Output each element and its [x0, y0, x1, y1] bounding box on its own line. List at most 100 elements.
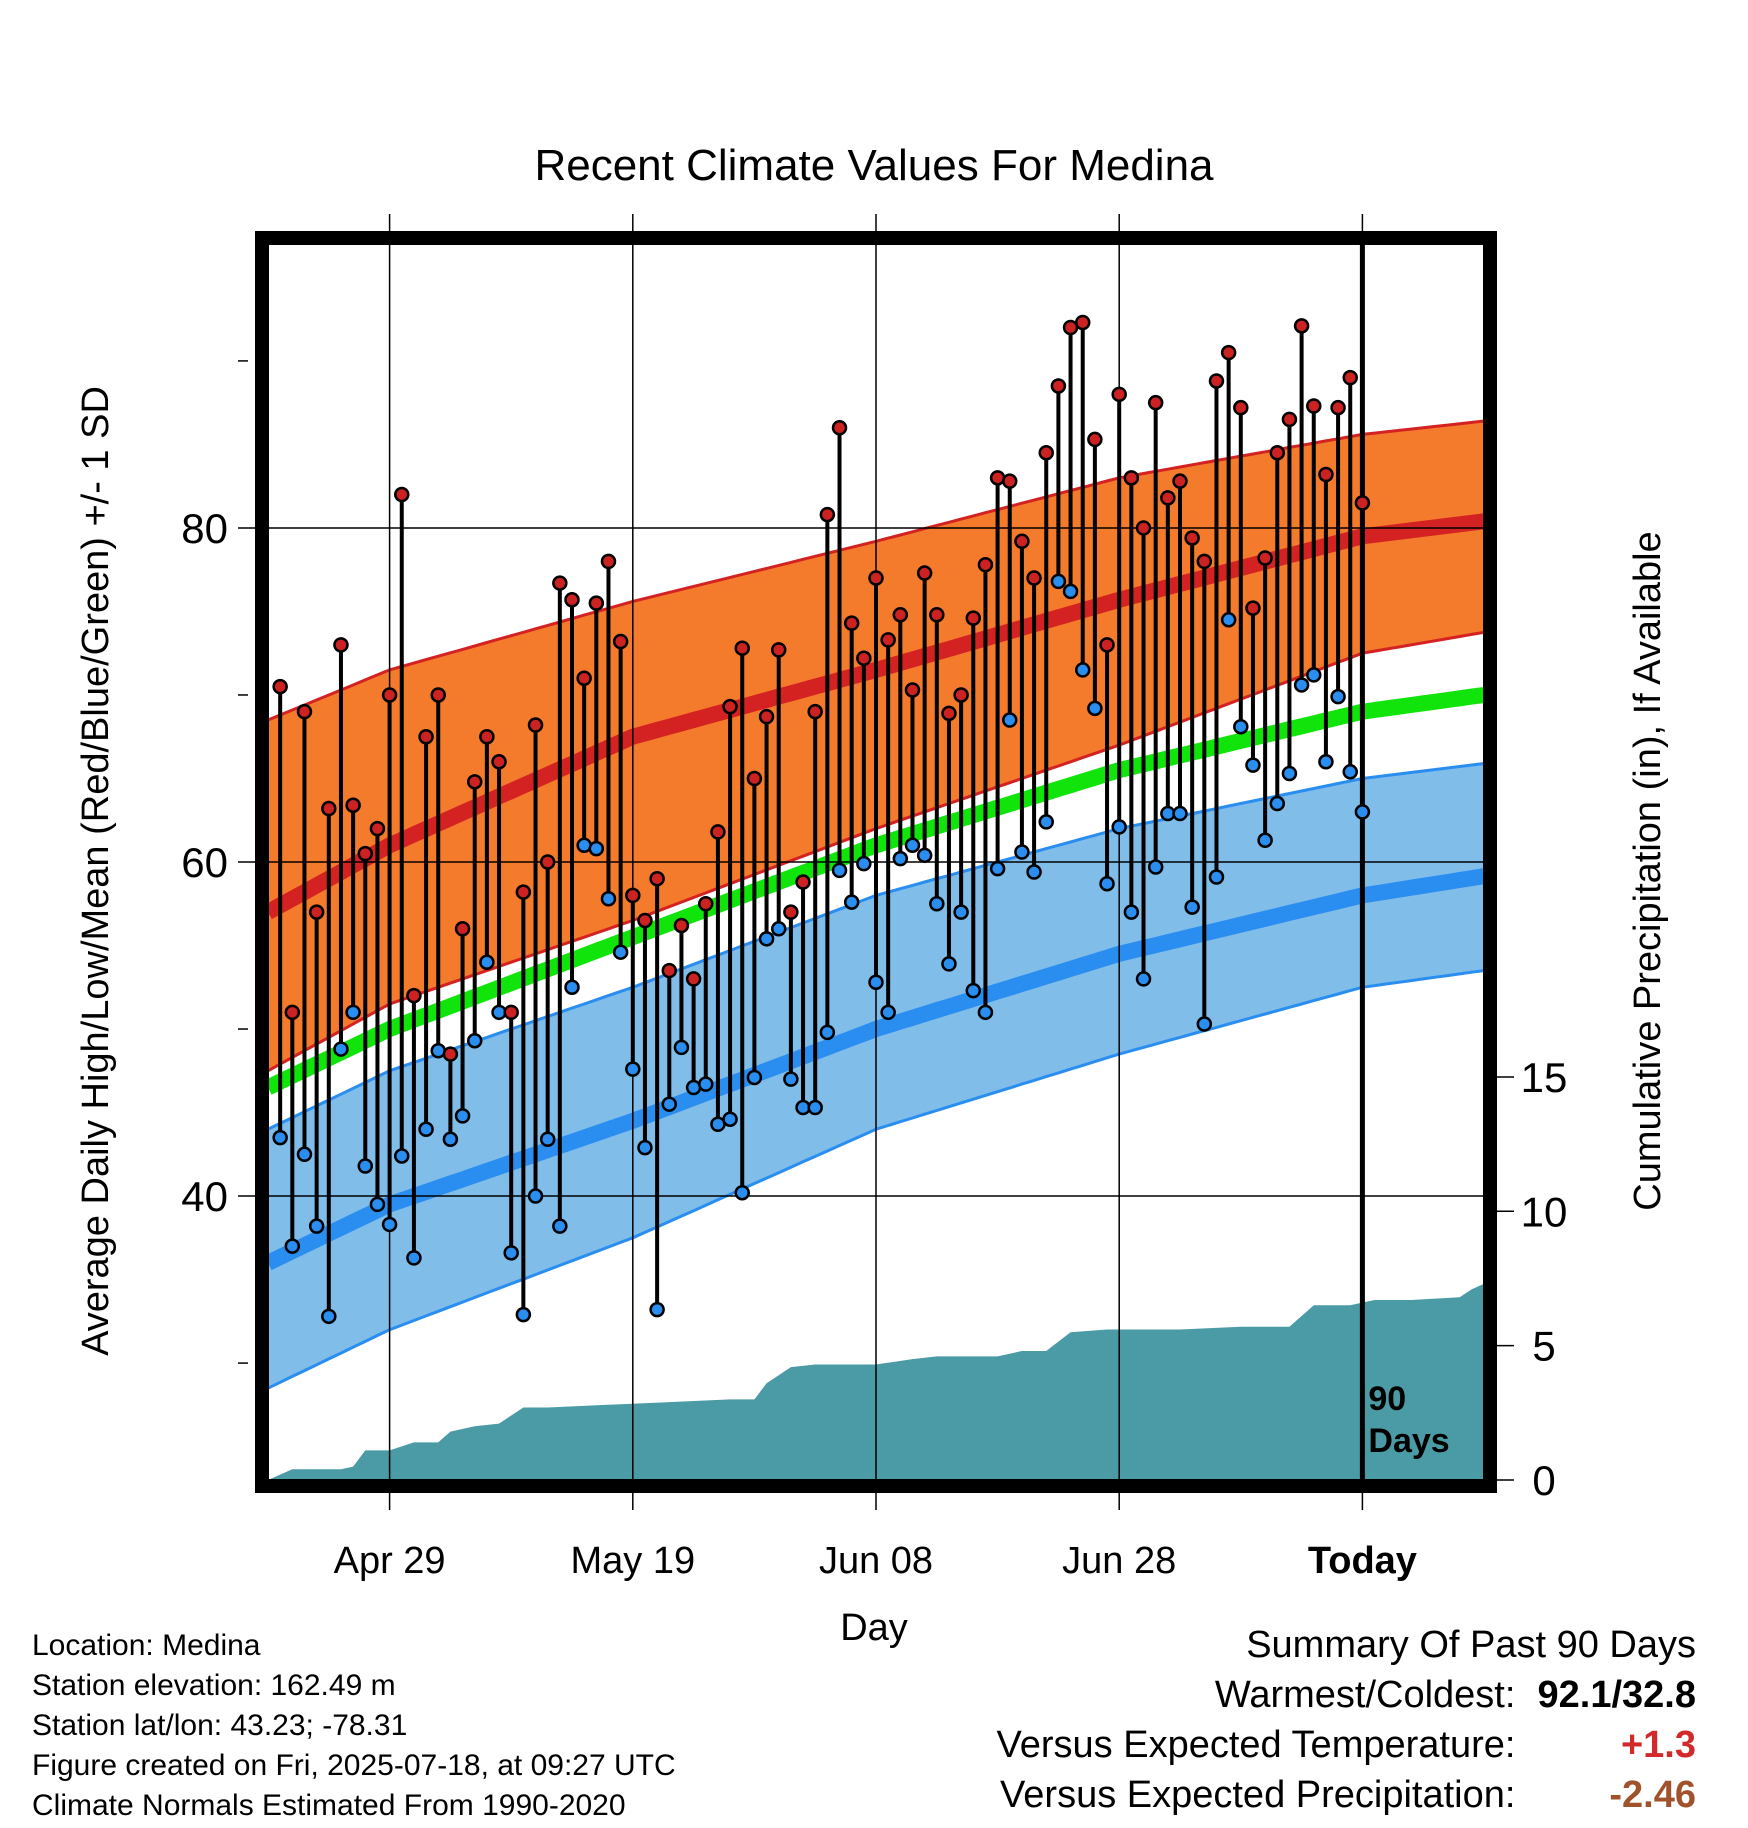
daily-high-point — [296, 703, 313, 720]
daily-low-point — [1050, 573, 1067, 590]
daily-low-point — [770, 921, 787, 937]
daily-high-point — [272, 678, 288, 695]
x-tick-label: Jun 28 — [1062, 1540, 1176, 1582]
daily-high-point — [916, 565, 933, 581]
daily-low-point — [394, 1148, 410, 1164]
plot-frame — [255, 231, 1497, 1493]
daily-high-point — [600, 553, 617, 570]
daily-low-point — [1099, 875, 1115, 892]
daily-high-point — [503, 1004, 519, 1021]
normal-mean-line — [268, 686, 1484, 1095]
daily-low-point — [758, 931, 775, 947]
today-marker-text-90: 90 — [1368, 1380, 1406, 1418]
daily-low-point — [1318, 754, 1334, 770]
daily-high-point — [357, 845, 374, 862]
daily-high-point — [929, 607, 945, 623]
daily-low-point — [1074, 662, 1091, 678]
daily-low-point — [479, 954, 495, 970]
daily-low-point — [406, 1250, 422, 1266]
daily-high-point — [770, 642, 787, 658]
daily-high-point — [515, 884, 532, 900]
daily-low-point — [831, 862, 848, 879]
x-tick-label: Jun 08 — [819, 1540, 933, 1582]
daily-low-point — [783, 1071, 799, 1087]
daily-high-point — [941, 705, 957, 722]
daily-high-point — [843, 615, 860, 631]
daily-high-point — [1147, 394, 1164, 411]
daily-high-point — [1233, 399, 1249, 416]
daily-low-point — [1172, 805, 1188, 822]
daily-low-point — [552, 1218, 568, 1234]
daily-low-point — [941, 956, 957, 972]
daily-high-point — [868, 570, 884, 586]
daily-high-point — [527, 717, 544, 733]
daily-high-point — [1038, 445, 1054, 461]
daily-high-point — [491, 754, 507, 770]
daily-high-point — [1074, 314, 1091, 331]
daily-high-point — [1087, 431, 1103, 448]
daily-low-point — [661, 1096, 678, 1112]
daily-low-point — [1293, 677, 1310, 693]
daily-high-point — [722, 698, 738, 715]
daily-low-point — [880, 1004, 896, 1021]
precipitation-area — [268, 1283, 1484, 1480]
daily-high-point — [406, 987, 422, 1004]
daily-high-point — [698, 896, 714, 912]
x-tick-label: Today — [1308, 1540, 1417, 1582]
daily-high-point — [1318, 466, 1334, 483]
daily-high-point — [819, 506, 836, 523]
daily-high-point — [880, 632, 896, 648]
daily-low-point — [1245, 757, 1261, 773]
daily-low-point — [466, 1032, 483, 1049]
daily-low-point — [369, 1196, 386, 1213]
daily-low-point — [977, 1004, 994, 1021]
daily-low-point — [625, 1061, 641, 1077]
daily-high-point — [308, 904, 325, 920]
daily-high-point — [333, 637, 349, 653]
daily-low-point — [454, 1108, 471, 1124]
temp-deviation-label: Versus Expected Temperature: — [996, 1724, 1516, 1766]
daily-low-point — [1184, 899, 1200, 915]
warmest-coldest-value: 92.1/32.8 — [1537, 1674, 1696, 1716]
axes: 40 60 80 0 5 10 15 Apr 29 May 19 Jun 08 Jun 28 Toda… — [181, 214, 1567, 1582]
daily-high-point — [892, 607, 909, 623]
daily-high-point — [1208, 373, 1225, 389]
today-marker-text-days: Days — [1368, 1422, 1449, 1460]
daily-low-point — [1147, 859, 1164, 875]
daily-high-point — [1330, 399, 1346, 416]
daily-low-point — [819, 1024, 836, 1041]
normals-text: Climate Normals Estimated From 1990-2020 — [32, 1789, 626, 1822]
created-text: Figure created on Fri, 2025-07-18, at 09… — [32, 1749, 676, 1782]
daily-high-point — [1281, 411, 1298, 428]
daily-high-point — [1172, 473, 1188, 489]
daily-low-point — [333, 1041, 349, 1057]
daily-low-point — [345, 1004, 361, 1021]
daily-low-point — [843, 894, 860, 910]
daily-low-point — [929, 896, 945, 912]
daily-high-point — [856, 650, 872, 666]
daily-low-point — [503, 1245, 519, 1261]
precip-deviation-value: -2.46 — [1609, 1774, 1696, 1816]
daily-high-point — [1245, 600, 1261, 616]
x-tick-label: May 19 — [570, 1540, 695, 1582]
temp-deviation-value: +1.3 — [1620, 1724, 1696, 1766]
daily-high-point — [1026, 570, 1042, 586]
daily-low-point — [381, 1216, 398, 1233]
daily-high-point — [394, 486, 410, 503]
daily-low-point — [527, 1188, 544, 1204]
daily-low-point — [916, 847, 933, 864]
daily-low-point — [272, 1129, 288, 1146]
daily-high-point — [637, 912, 653, 929]
daily-high-point — [539, 854, 556, 870]
daily-high-point — [1050, 378, 1067, 394]
daily-low-point — [868, 974, 884, 991]
daily-low-point — [308, 1218, 325, 1234]
daily-high-point — [430, 687, 446, 703]
daily-high-point — [783, 904, 799, 920]
daily-low-point — [1269, 795, 1286, 812]
daily-high-point — [1160, 490, 1176, 506]
daily-low-point — [418, 1121, 434, 1137]
summary-title: Summary Of Past 90 Days — [1246, 1624, 1696, 1666]
y-axis-label: Average Daily High/Low/Mean (Red/Blue/Gr… — [75, 386, 117, 1356]
daily-low-point — [1330, 688, 1346, 705]
